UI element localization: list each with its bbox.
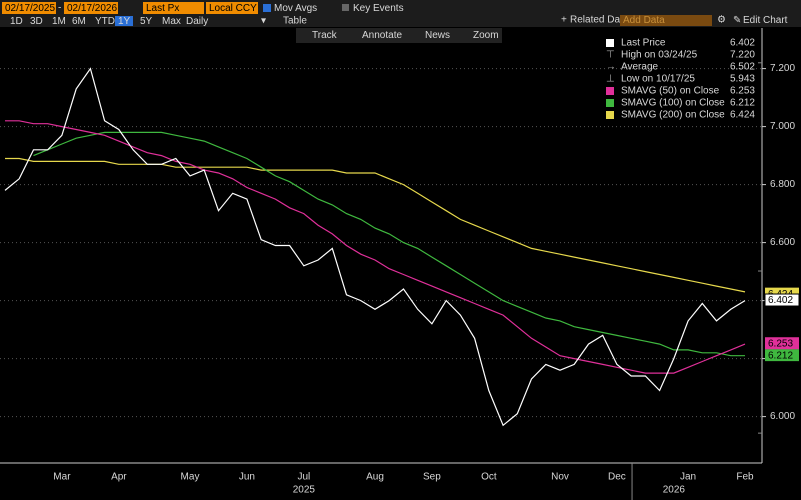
selected-period <box>115 16 133 26</box>
x-group-label: 2026 <box>663 485 686 496</box>
legend-swatch <box>606 99 614 107</box>
legend-swatch <box>606 87 614 95</box>
x-tick-label: Feb <box>736 472 754 483</box>
tool-bar <box>296 28 502 43</box>
y-tick-label: 6.800 <box>770 179 795 190</box>
key-events-checkbox[interactable] <box>342 4 349 11</box>
price-tag <box>765 349 799 362</box>
legend-label: SMAVG (200) on Close <box>621 110 725 121</box>
legend-label: Average <box>621 62 659 73</box>
x-tick-label: Jan <box>680 472 696 483</box>
legend-value: 6.212 <box>730 98 755 109</box>
x-tick-label: Aug <box>366 472 384 483</box>
legend-label: SMAVG (50) on Close <box>621 86 720 97</box>
price-tag-label: 6.212 <box>768 350 793 361</box>
key-events[interactable]: Key Events <box>353 3 404 14</box>
add-data: Add Data <box>623 15 665 26</box>
period-button[interactable]: 1M <box>52 16 66 27</box>
x-tick-label: Mar <box>53 472 71 483</box>
end-date: 02/17/2026 <box>67 3 117 14</box>
x-tick-label: Jul <box>297 472 310 483</box>
legend-swatch <box>606 111 614 119</box>
tool-button[interactable]: Annotate <box>362 30 402 41</box>
field-box[interactable] <box>143 2 204 14</box>
legend-swatch <box>606 39 614 47</box>
x-tick-label: Oct <box>481 472 497 483</box>
y-tick-label: 6.000 <box>770 411 795 422</box>
period-button[interactable]: Max <box>162 16 181 27</box>
legend-box <box>597 33 758 123</box>
related-data[interactable]: Related Dat <box>570 15 623 26</box>
legend-label: Last Price <box>621 38 666 49</box>
price-tag <box>764 293 800 307</box>
x-group-label: 2025 <box>293 485 316 496</box>
legend-label: Low on 10/17/25 <box>621 74 695 85</box>
settings-icon[interactable]: ⚙ <box>717 15 726 26</box>
period-button[interactable]: 1Y <box>118 16 131 27</box>
series-line <box>33 131 745 357</box>
y-tick-label: 6.600 <box>770 237 795 248</box>
field: Last Px <box>146 3 179 14</box>
price-tag-label: 6.402 <box>768 295 793 306</box>
start-date: 02/17/2025 <box>5 3 55 14</box>
separator: - <box>58 3 61 14</box>
legend-value: 7.220 <box>730 50 755 61</box>
currency-box[interactable] <box>206 2 258 14</box>
legend-value: 6.402 <box>730 38 755 49</box>
x-tick-label: Apr <box>111 472 127 483</box>
x-tick-label: May <box>181 472 200 483</box>
price-tag <box>765 337 799 350</box>
legend-label: SMAVG (100) on Close <box>621 98 725 109</box>
plus-icon: + <box>561 15 567 26</box>
chart-type-icon[interactable]: ▾ <box>261 16 266 27</box>
currency: Local CCY <box>209 3 257 14</box>
mov-avgs[interactable]: Mov Avgs <box>274 3 317 14</box>
legend-value: 6.424 <box>730 110 755 121</box>
series-line <box>5 157 746 293</box>
legend-label: High on 03/24/25 <box>621 50 698 61</box>
tool-button[interactable]: News <box>425 30 450 41</box>
period-button[interactable]: YTD <box>95 16 115 27</box>
table[interactable]: Table <box>283 16 307 27</box>
period-buttons: ▾ Table <box>115 16 307 27</box>
edit-chart[interactable]: Edit Chart <box>743 15 788 26</box>
start-date-box[interactable] <box>2 2 56 14</box>
tool-button[interactable]: Zoom <box>473 30 499 41</box>
add-data-box[interactable] <box>620 15 712 26</box>
period-button[interactable]: 1D <box>10 16 23 27</box>
frequency[interactable]: Daily <box>186 16 208 27</box>
legend-icon: ⊤ <box>606 50 615 61</box>
x-tick-label: Jun <box>239 472 255 483</box>
legend-value: 6.502 <box>730 62 755 73</box>
price-tag-label: 6.253 <box>768 338 793 349</box>
y-tick-label: 7.000 <box>770 121 795 132</box>
series-line <box>4 67 746 427</box>
x-tick-label: Nov <box>551 472 569 483</box>
legend-icon: → <box>606 62 616 73</box>
legend-icon: ⊥ <box>606 74 615 85</box>
period-button[interactable]: 5Y <box>140 16 153 27</box>
tool-button[interactable]: Track <box>312 30 338 41</box>
x-tick-label: Sep <box>423 472 441 483</box>
x-tick-label: Dec <box>608 472 626 483</box>
period-button[interactable]: 3D <box>30 16 43 27</box>
legend-value: 6.253 <box>730 86 755 97</box>
end-date-box[interactable] <box>64 2 118 14</box>
mov-avgs-checkbox[interactable] <box>263 4 271 12</box>
period-button[interactable]: 6M <box>72 16 86 27</box>
legend-value: 5.943 <box>730 74 755 85</box>
toolbar-row-1: 02/17/2025 - 02/17/2026 Last Px Local CC… <box>2 2 788 26</box>
edit-icon: ✎ <box>733 15 741 26</box>
y-tick-label: 7.200 <box>770 63 795 74</box>
